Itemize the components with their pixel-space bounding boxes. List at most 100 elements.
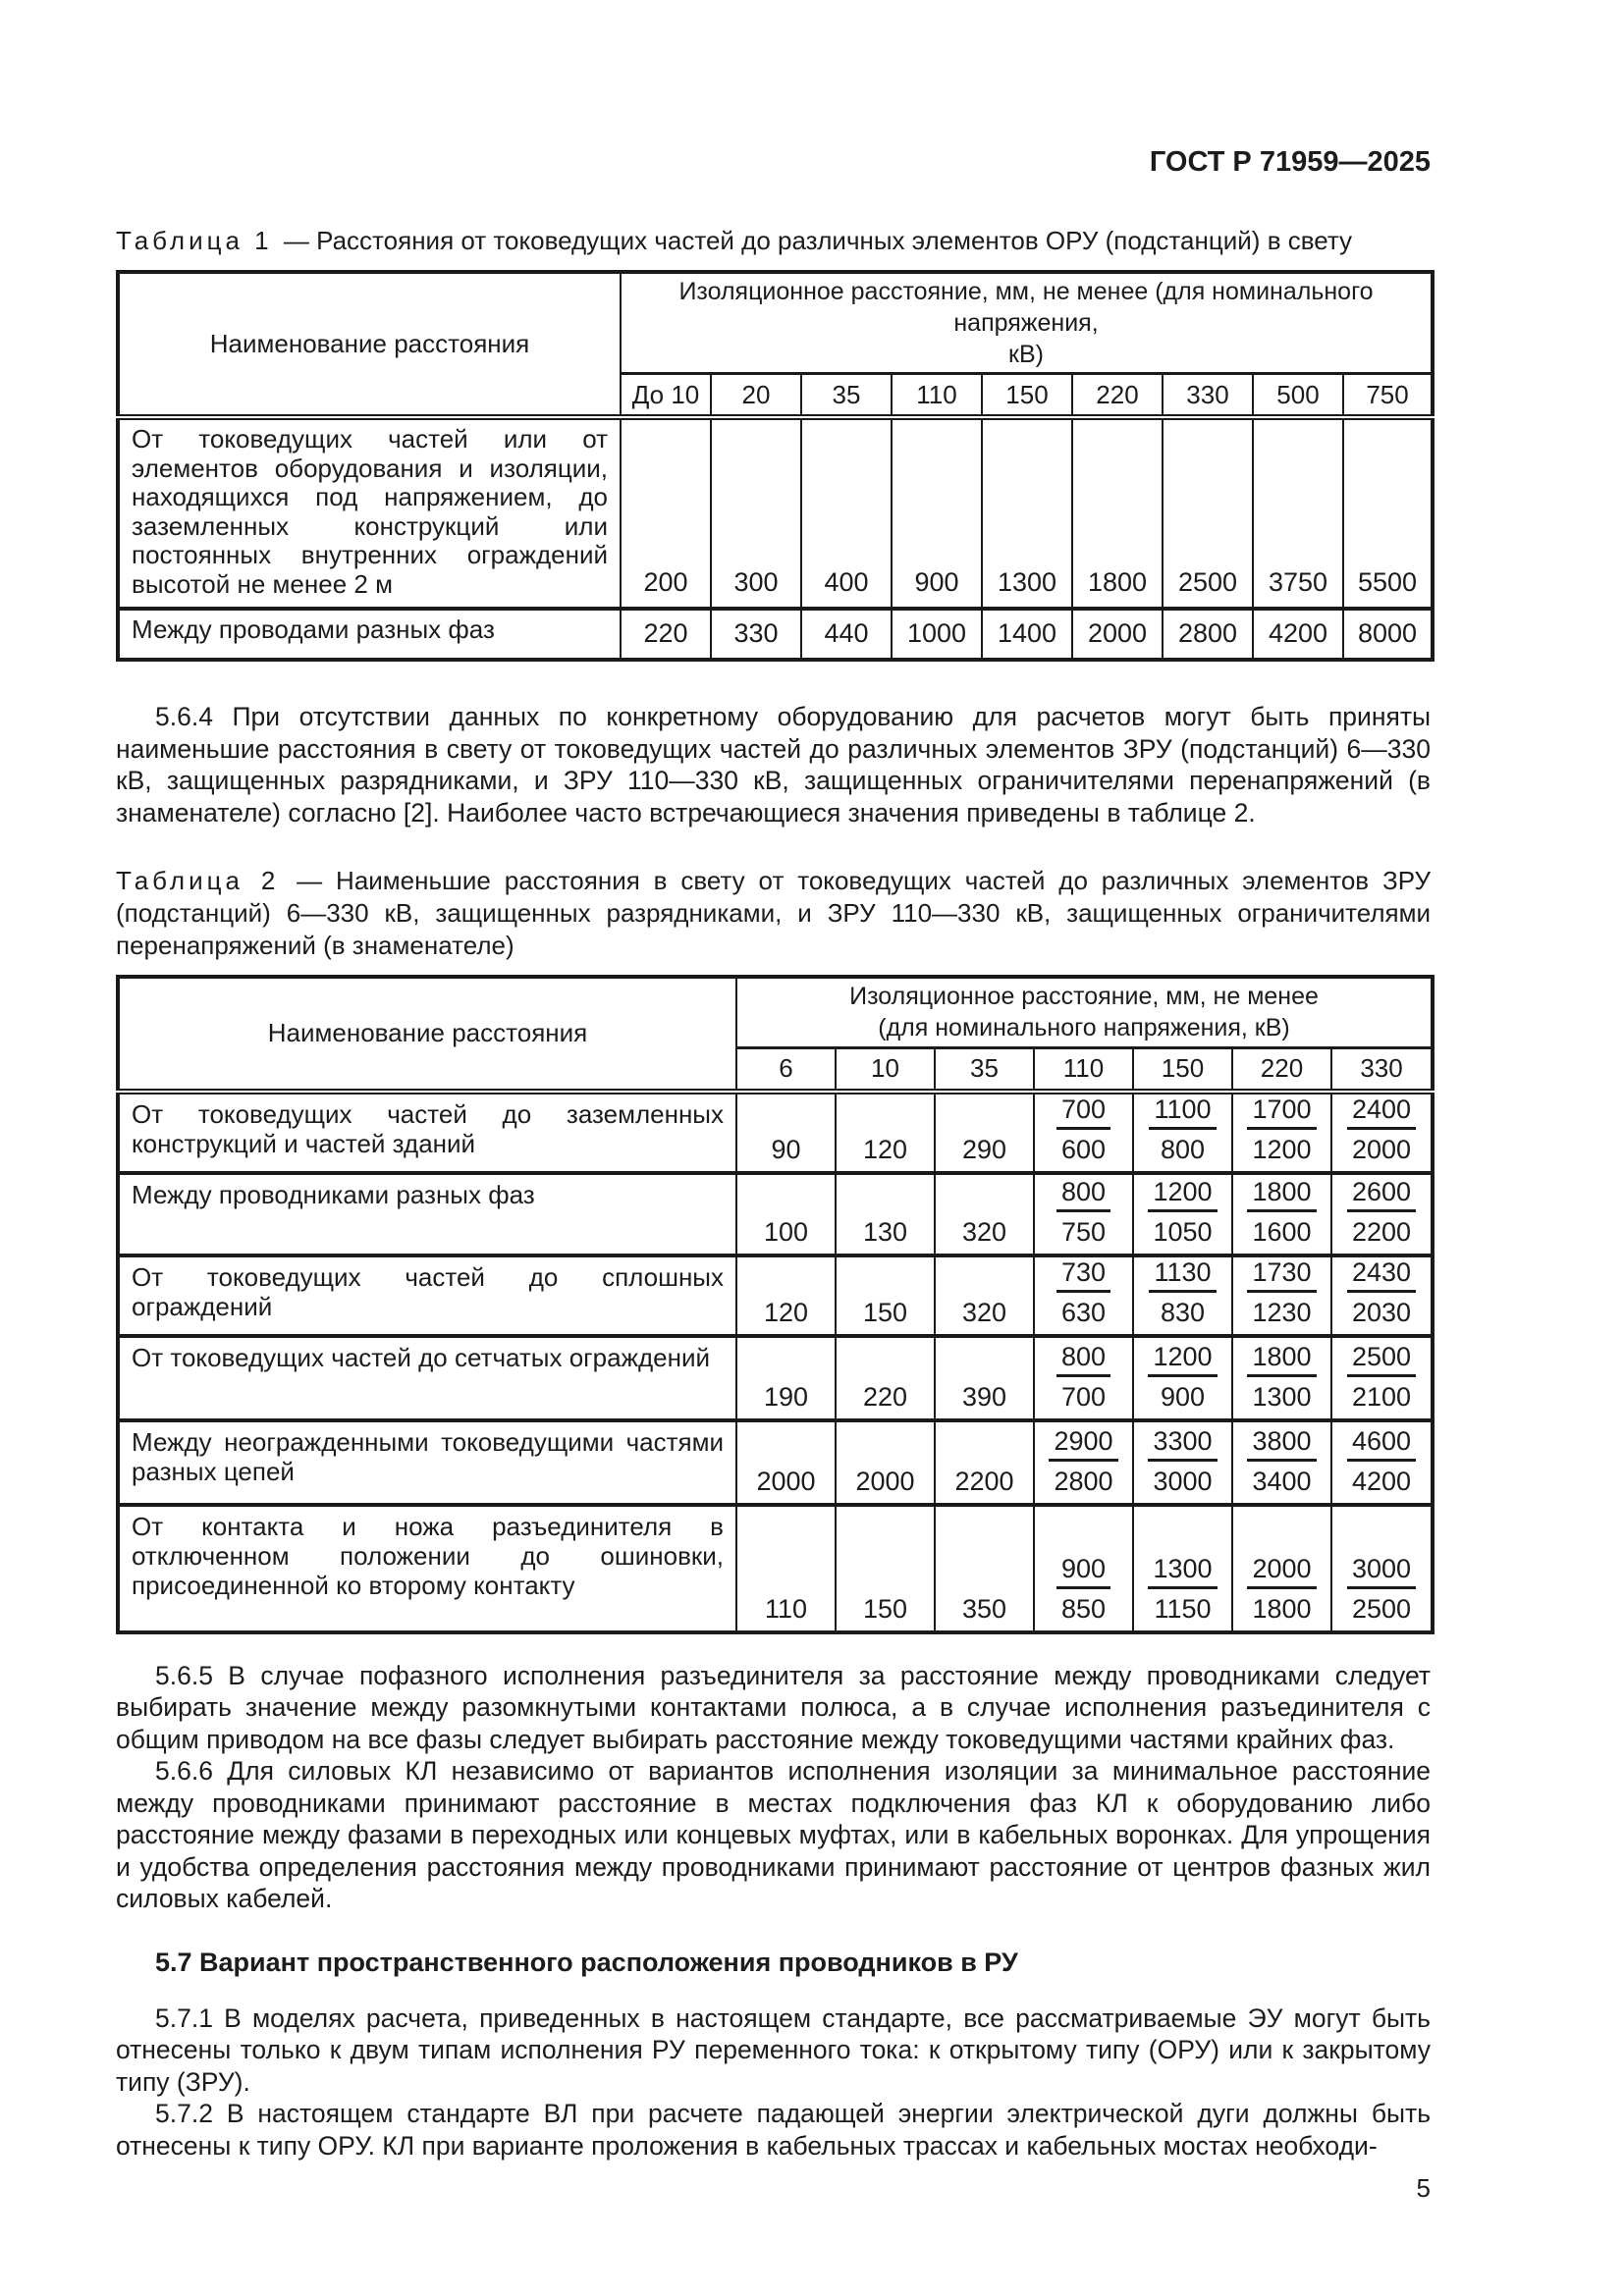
- paragraph-5-7-1: 5.7.1 В моделях расчета, приведенных в н…: [116, 2002, 1431, 2097]
- voltage-header: 6: [735, 1047, 837, 1095]
- value-cell: 5500: [1341, 415, 1435, 611]
- table1-voltage-row: До 10 20 35 110 150 220 330 500 750: [118, 373, 1435, 420]
- value-cell: 2000: [1071, 607, 1164, 662]
- value-cell: 3750: [1252, 415, 1344, 611]
- value-cell: 8000: [1341, 607, 1435, 662]
- page-content: ГОСТ Р 71959—2025 Таблица 1 — Расстояния…: [116, 0, 1435, 2204]
- fraction-value: 800 700: [1056, 1342, 1111, 1412]
- value-cell: 190: [735, 1333, 837, 1422]
- table1-header-row: Наименование расстояния Изоляционное рас…: [117, 272, 1435, 420]
- value-cell: 390: [934, 1333, 1035, 1422]
- value-cell: 90: [735, 1089, 837, 1175]
- table2-caption: Таблица 2 — Наименьшие расстояния в свет…: [116, 865, 1431, 962]
- voltage-header: 35: [800, 373, 893, 420]
- document-header: ГОСТ Р 71959—2025: [116, 0, 1431, 179]
- paragraph-5-6-4: 5.6.4 При отсутствии данных по конкретно…: [116, 702, 1431, 828]
- fraction-cell: 1800 1300: [1231, 1333, 1332, 1422]
- standard-number: ГОСТ Р 71959—2025: [1149, 146, 1431, 178]
- value-cell: 320: [934, 1170, 1035, 1257]
- voltage-header: 150: [1132, 1047, 1233, 1095]
- table-row: Между проводами разных фаз 220 330 440 1…: [117, 607, 1435, 662]
- fraction-value: 2400 2000: [1346, 1095, 1417, 1164]
- fraction-value: 4600 4200: [1346, 1426, 1417, 1496]
- value-cell: 440: [800, 607, 893, 662]
- value-cell: 200: [620, 415, 712, 611]
- fraction-cell: 1100 800: [1132, 1089, 1233, 1175]
- value-cell: 400: [800, 415, 893, 611]
- fraction-value: 700 600: [1056, 1095, 1111, 1164]
- value-cell: 330: [710, 607, 802, 662]
- value-cell: 120: [835, 1089, 936, 1175]
- table1: Наименование расстояния Изоляционное рас…: [116, 270, 1435, 662]
- fraction-cell: 2600 2200: [1329, 1170, 1435, 1257]
- table2-span-header-line1: Изоляционное расстояние, мм, не менее: [849, 983, 1319, 1011]
- fraction-cell: 1300 1150: [1132, 1502, 1233, 1634]
- voltage-header: 330: [1162, 373, 1254, 420]
- fraction-cell: 800 750: [1033, 1170, 1134, 1257]
- fraction-value: 1130 830: [1149, 1257, 1217, 1327]
- fraction-value: 1700 1200: [1247, 1095, 1317, 1164]
- voltage-header: 110: [1033, 1047, 1134, 1095]
- row-label: Между проводами разных фаз: [117, 607, 622, 662]
- fraction-value: 1800 1300: [1247, 1342, 1317, 1412]
- table-row: От токоведущих частей до сплошных огражд…: [117, 1253, 1435, 1338]
- voltage-header: 150: [981, 373, 1073, 420]
- value-cell: 130: [835, 1170, 936, 1257]
- table-row: От токоведущих частей до сетчатых огражд…: [117, 1333, 1435, 1422]
- table1-span-header: Изоляционное расстояние, мм, не менее (д…: [619, 272, 1435, 375]
- value-cell: 300: [710, 415, 802, 611]
- value-cell: 2000: [835, 1417, 936, 1507]
- value-cell: 1800: [1071, 415, 1164, 611]
- fraction-value: 1200 1050: [1148, 1177, 1218, 1247]
- paragraph-5-7-2: 5.7.2 В настоящем стандарте ВЛ при расче…: [116, 2099, 1431, 2161]
- fraction-cell: 1200 900: [1132, 1333, 1233, 1422]
- paragraph-5-6-5: 5.6.5 В случае пофазного исполнения разъ…: [116, 1660, 1431, 1754]
- fraction-value: 1100 800: [1149, 1095, 1217, 1164]
- table2: Наименование расстояния Изоляционное рас…: [116, 975, 1435, 1634]
- section-heading-5-7: 5.7 Вариант пространственного расположен…: [155, 1947, 1018, 1977]
- fraction-value: 1800 1600: [1247, 1177, 1317, 1247]
- fraction-value: 1200 900: [1148, 1342, 1218, 1412]
- fraction-cell: 1200 1050: [1132, 1170, 1233, 1257]
- table2-span-header-line2: (для номинального напряжения, кВ): [878, 1014, 1290, 1042]
- fraction-value: 2900 2800: [1049, 1426, 1118, 1496]
- value-cell: 110: [735, 1502, 837, 1634]
- fraction-value: 3300 3000: [1148, 1426, 1218, 1496]
- value-cell: 150: [835, 1253, 936, 1338]
- fraction-cell: 1800 1600: [1231, 1170, 1332, 1257]
- fraction-cell: 1700 1200: [1231, 1089, 1332, 1175]
- fraction-cell: 3300 3000: [1132, 1417, 1233, 1507]
- table1-span-header-line1: Изоляционное расстояние, мм, не менее (д…: [678, 278, 1374, 337]
- value-cell: 2800: [1162, 607, 1254, 662]
- value-cell: 2500: [1162, 415, 1254, 611]
- fraction-cell: 900 850: [1033, 1502, 1134, 1634]
- value-cell: 2200: [934, 1417, 1035, 1507]
- row-label: От контакта и ножа разъединителя в отклю…: [117, 1502, 737, 1634]
- row-label: От токоведущих частей до сплошных огражд…: [117, 1253, 737, 1338]
- fraction-value: 730 630: [1056, 1257, 1111, 1327]
- fraction-cell: 730 630: [1033, 1253, 1134, 1338]
- table2-caption-label: Таблица 2: [116, 866, 280, 895]
- table1-caption-label: Таблица 1: [116, 226, 273, 255]
- fraction-cell: 800 700: [1033, 1333, 1134, 1422]
- value-cell: 100: [735, 1170, 837, 1257]
- table1-caption-text: — Расстояния от токоведущих частей до ра…: [283, 226, 1353, 255]
- fraction-value: 2600 2200: [1346, 1177, 1417, 1247]
- fraction-value: 3000 2500: [1346, 1554, 1417, 1624]
- table-row: От контакта и ножа разъединителя в отклю…: [117, 1502, 1435, 1634]
- fraction-cell: 1730 1230: [1231, 1253, 1332, 1338]
- fraction-cell: 2430 2030: [1329, 1253, 1435, 1338]
- fraction-value: 2430 2030: [1346, 1257, 1417, 1327]
- row-label: От токоведущих частей или от элементов о…: [117, 415, 622, 611]
- row-label: Между проводниками разных фаз: [117, 1170, 737, 1257]
- voltage-header: 500: [1252, 373, 1344, 420]
- value-cell: 120: [735, 1253, 837, 1338]
- value-cell: 1000: [891, 607, 983, 662]
- fraction-value: 800 750: [1056, 1177, 1111, 1247]
- voltage-header: 330: [1329, 1047, 1435, 1095]
- voltage-header: 35: [934, 1047, 1035, 1095]
- fraction-cell: 2400 2000: [1329, 1089, 1435, 1175]
- fraction-cell: 1130 830: [1132, 1253, 1233, 1338]
- value-cell: 4200: [1252, 607, 1344, 662]
